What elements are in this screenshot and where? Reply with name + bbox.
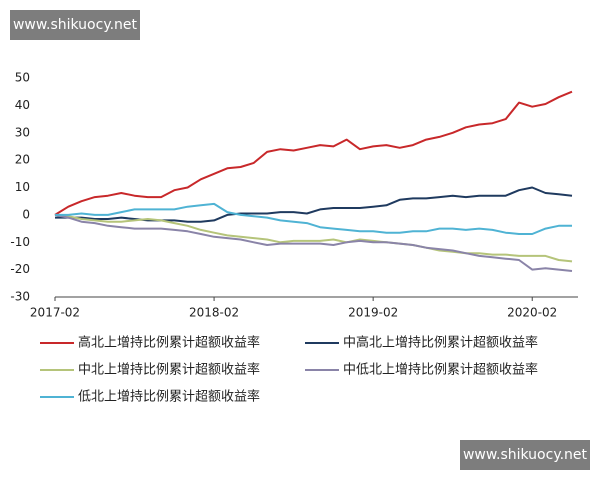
- watermark-box: [460, 440, 590, 470]
- y-tick-label: 50: [15, 71, 30, 85]
- series-line: [55, 202, 572, 235]
- legend-label: 中低北上增持比例累计超额收益率: [343, 362, 538, 378]
- y-tick-label: 10: [15, 180, 30, 194]
- series-line: [54, 90, 573, 216]
- x-tick-label: 2019-02: [348, 306, 398, 320]
- x-tick-label: 2018-02: [189, 306, 239, 320]
- legend-label: 高北上增持比例累计超额收益率: [78, 335, 260, 351]
- y-tick-label: 0: [22, 207, 30, 221]
- series-line: [55, 186, 573, 223]
- series-line: [54, 213, 573, 263]
- y-tick-label: 20: [15, 153, 30, 167]
- y-tick-label: 30: [15, 125, 30, 139]
- x-tick-label: 2017-02: [30, 306, 80, 320]
- y-tick-label: 40: [15, 98, 30, 112]
- watermark-box: [10, 10, 140, 40]
- y-tick-label: -10: [10, 235, 30, 249]
- watermark: www.shikuocy.net: [13, 17, 138, 33]
- y-tick-label: -30: [10, 290, 30, 304]
- legend-label: 中北上增持比例累计超额收益率: [78, 362, 260, 378]
- legend-label: 低北上增持比例累计超额收益率: [78, 389, 260, 405]
- series-line: [54, 213, 573, 272]
- watermark: www.shikuocy.net: [463, 447, 588, 463]
- y-tick-label: -20: [10, 262, 30, 276]
- legend-label: 中高北上增持比例累计超额收益率: [343, 335, 538, 351]
- x-tick-label: 2020-02: [507, 306, 557, 320]
